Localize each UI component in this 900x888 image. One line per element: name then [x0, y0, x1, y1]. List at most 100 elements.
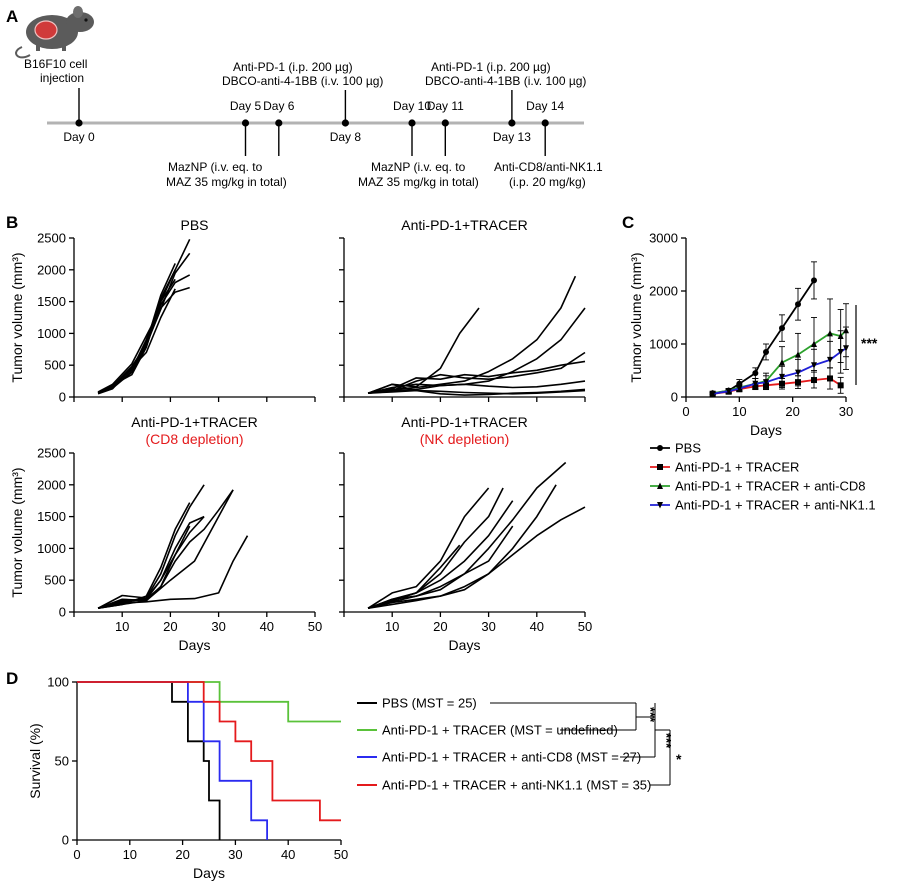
anti-pd1-dose-1: Anti-PD-1 (i.p. 200 µg)	[233, 60, 353, 74]
timeline-event-day-6: Day 6	[263, 99, 295, 156]
y-tick-label: 2000	[37, 477, 66, 492]
chart-subtitle: (NK depletion)	[420, 431, 510, 447]
mouse-growth-line-8	[97, 288, 176, 395]
timeline-event-day-8: Day 8	[330, 90, 361, 144]
mouse-growth-line-5	[97, 489, 234, 609]
x-tick-label: 10	[123, 847, 137, 862]
x-tick-label: 0	[73, 847, 80, 862]
y-tick-label: 500	[44, 358, 66, 373]
x-tick-label: 50	[578, 619, 592, 634]
maznp-dose-2a: MazNP (i.v. eq. to	[371, 160, 466, 174]
maznp-dose-1b: MAZ 35 mg/kg in total)	[166, 175, 287, 189]
y-tick-label: 1000	[37, 541, 66, 556]
y-tick-label: 1500	[37, 294, 66, 309]
timeline-day-label: Day 14	[526, 99, 564, 113]
marker-circle	[779, 325, 785, 332]
panel-c-legend: PBS Anti-PD-1 + TRACER Anti-PD-1 + TRACER …	[650, 441, 876, 513]
y-tick-label: 3000	[649, 231, 678, 246]
y-tick-label: 0	[62, 833, 69, 848]
marker-triangle-down	[795, 369, 801, 377]
y-tick-label: 1000	[649, 337, 678, 352]
marker-triangle-down	[827, 356, 833, 364]
y-tick-label: 500	[44, 573, 66, 588]
survival-curve-pbs	[77, 681, 221, 840]
legend-label: Anti-PD-1 + TRACER + anti-NK1.1 (MST = 3…	[382, 778, 651, 793]
legend-label: Anti-PD-1 + TRACER	[675, 460, 799, 475]
panel-a-timeline: B16F10 cell injection Day 0 Day 5 Day 6 Day…	[15, 6, 603, 189]
series-line	[712, 347, 847, 395]
y-tick-label: 0	[671, 390, 678, 405]
chart-subtitle: (CD8 depletion)	[145, 431, 243, 447]
maznp-dose-2b: MAZ 35 mg/kg in total)	[358, 175, 479, 189]
survival-curve-surv_nk	[77, 681, 341, 822]
marker-triangle	[811, 340, 817, 347]
legend-item-nk: Anti-PD-1 + TRACER + anti-NK1.1	[650, 498, 876, 513]
y-tick-label: 2500	[37, 231, 66, 246]
marker-triangle	[795, 351, 801, 358]
marker-circle	[811, 277, 817, 284]
mouse-growth-line-8	[367, 525, 514, 609]
significance-label: ***	[861, 335, 878, 351]
mouse-icon	[15, 6, 94, 59]
marker-circle	[795, 301, 801, 308]
marker-circle	[763, 348, 769, 355]
legend-label: Anti-PD-1 + TRACER + anti-CD8 (MST = 27)	[382, 750, 641, 765]
legend-label: Anti-PD-1 + TRACER + anti-CD8	[675, 479, 866, 494]
x-tick-label: 0	[682, 404, 689, 419]
legend-item-cd8: Anti-PD-1 + TRACER + anti-CD8	[650, 479, 866, 494]
mouse-growth-line-2	[367, 487, 490, 609]
mouse-growth-line-4	[368, 351, 586, 394]
y-axis-label: Tumor volume (mm³)	[9, 252, 25, 382]
legend-label: Anti-PD-1 + TRACER (MST = undefined)	[382, 723, 618, 738]
x-tick-label: 10	[385, 619, 399, 634]
y-tick-label: 0	[59, 605, 66, 620]
panel-label-a: A	[6, 7, 18, 26]
marker-triangle-down	[657, 502, 663, 509]
x-tick-label: 40	[281, 847, 295, 862]
mouse-growth-line-6	[97, 278, 176, 394]
marker-square	[837, 382, 844, 389]
mouse-growth-line-3	[367, 307, 586, 394]
timeline-event-day-14: Day 14	[526, 99, 565, 156]
x-tick-label: 50	[334, 847, 348, 862]
y-axis-label: Tumor volume (mm³)	[9, 467, 25, 597]
legend-item-surv_cd8: Anti-PD-1 + TRACER + anti-CD8 (MST = 27)	[357, 750, 641, 765]
y-tick-label: 2000	[37, 262, 66, 277]
legend-item-tracer: Anti-PD-1 + TRACER	[650, 460, 799, 475]
timeline-event-day-11: Day 11	[427, 99, 464, 156]
x-tick-label: 30	[839, 404, 853, 419]
chart-title: Anti-PD-1+TRACER	[401, 217, 527, 233]
timeline-day-label: Day 10	[393, 99, 431, 113]
timeline-day-label: Day 5	[230, 99, 262, 113]
legend-item-pbs: PBS (MST = 25)	[357, 696, 477, 711]
mouse-growth-line-4	[97, 489, 234, 609]
marker-triangle-down	[736, 385, 743, 393]
marker-triangle	[827, 329, 833, 337]
mouse-growth-line-5	[97, 263, 176, 394]
marker-triangle-down	[725, 388, 732, 395]
x-tick-label: 20	[163, 619, 177, 634]
timeline-event-day-10: Day 10	[393, 99, 431, 156]
legend-label: PBS	[675, 441, 701, 456]
mouse-growth-line-8	[367, 383, 586, 396]
chart-title: Anti-PD-1+TRACER	[401, 414, 527, 430]
mouse-growth-line-7	[367, 500, 514, 609]
mouse-growth-line-8	[97, 516, 205, 609]
y-tick-label: 2500	[37, 446, 66, 461]
panel-b-pbs-chart: 0 500 1000 1500 2000 2500 PBS Tumor volume (mm³…	[9, 217, 316, 405]
x-tick-label: 40	[530, 619, 544, 634]
legend-item-surv_nk: Anti-PD-1 + TRACER + anti-NK1.1 (MST = 3…	[357, 778, 651, 793]
x-tick-label: 20	[175, 847, 189, 862]
cell-injection-label-2: injection	[40, 71, 84, 85]
panel-label-b: B	[6, 213, 18, 232]
mouse-growth-line-5	[367, 506, 586, 609]
marker-triangle-down	[779, 373, 785, 381]
x-axis-label: Days	[193, 865, 225, 881]
x-axis-label: Days	[750, 422, 782, 438]
legend-item-pbs: PBS	[650, 441, 701, 456]
x-tick-label: 10	[732, 404, 746, 419]
significance-label-2: ***	[659, 733, 674, 749]
y-tick-label: 100	[47, 675, 69, 690]
marker-triangle-down	[811, 362, 817, 369]
marker-triangle	[779, 359, 785, 366]
